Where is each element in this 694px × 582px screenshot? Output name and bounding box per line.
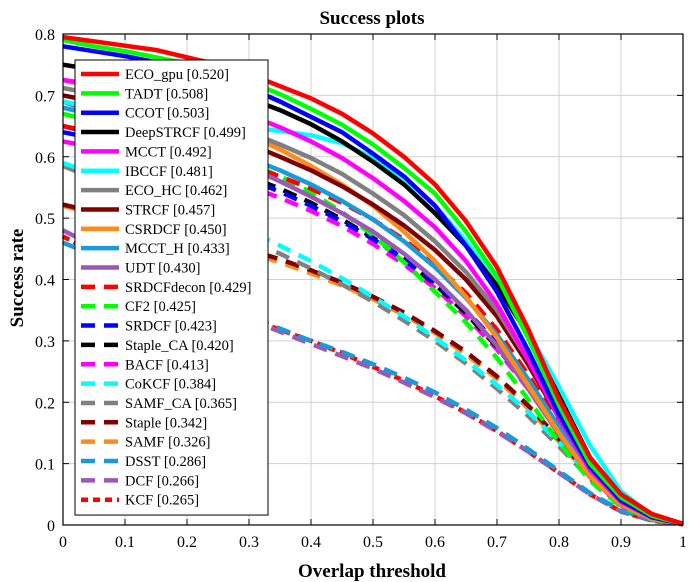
legend-label: CF2 [0.425]	[125, 299, 196, 315]
x-tick-label: 0.1	[115, 534, 135, 551]
legend-label: SAMF [0.326]	[125, 435, 210, 451]
legend-label: ECO_HC [0.462]	[125, 183, 227, 199]
x-tick-label: 1	[679, 534, 687, 551]
series-line-1	[62, 37, 684, 526]
axis-ticks: 0 0.1 0.2 0.3 0.4 0.5 0.6 0.7 0.8 0.9 1 0 0.1 0.2 0.3 0…	[35, 27, 687, 551]
y-tick-label: 0.5	[35, 211, 55, 228]
x-axis-title: Overlap threshold	[298, 561, 446, 582]
x-tick-label: 0.9	[611, 534, 631, 551]
legend-label: TADT [0.508]	[125, 86, 208, 102]
x-tick-label: 0.2	[177, 534, 197, 551]
legend-label: MCCT_H [0.433]	[125, 241, 230, 257]
y-tick-label: 0.2	[35, 395, 55, 412]
y-tick-label: 0.4	[35, 273, 55, 290]
x-tick-label: 0.5	[363, 534, 383, 551]
y-tick-label: 0.7	[35, 88, 55, 105]
legend: ECO_gpu [0.520] TADT [0.508] CCOT [0.503] D…	[74, 59, 269, 516]
series-line-0	[62, 34, 684, 526]
legend-label: DSST [0.286]	[125, 454, 206, 470]
x-tick-label: 0.4	[301, 534, 321, 551]
y-tick-label: 0.3	[35, 334, 55, 351]
series-line-12	[62, 111, 684, 527]
legend-label: MCCT [0.492]	[125, 144, 212, 160]
x-tick-label: 0.3	[239, 534, 259, 551]
y-axis-title: Success rate	[7, 229, 28, 328]
legend-label: STRCF [0.457]	[125, 202, 215, 218]
series-line-20	[62, 240, 684, 527]
legend-label: CSRDCF [0.450]	[125, 222, 227, 238]
x-tick-label: 0.6	[425, 534, 445, 551]
chart-title: Success plots	[319, 8, 424, 29]
legend-label: KCF [0.265]	[125, 493, 199, 509]
legend-label: CoKCF [0.384]	[125, 377, 216, 393]
legend-label: Staple [0.342]	[125, 415, 207, 431]
x-tick-label: 0	[59, 534, 67, 551]
y-tick-label: 0.1	[35, 457, 55, 474]
legend-label: SAMF_CA [0.365]	[125, 396, 237, 412]
legend-label: DeepSTRCF [0.499]	[125, 125, 246, 141]
x-tick-label: 0.8	[549, 534, 569, 551]
legend-label: SRDCFdecon [0.429]	[125, 280, 251, 296]
y-tick-label: 0.8	[35, 27, 55, 44]
legend-label: ECO_gpu [0.520]	[125, 67, 229, 83]
legend-label: DCF [0.266]	[125, 473, 199, 489]
legend-label: BACF [0.413]	[125, 357, 209, 373]
series-line-18	[62, 202, 684, 527]
legend-label: SRDCF [0.423]	[125, 319, 217, 335]
x-tick-label: 0.7	[487, 534, 507, 551]
legend-label: UDT [0.430]	[125, 261, 200, 277]
legend-label: IBCCF [0.481]	[125, 164, 213, 180]
legend-label: Staple_CA [0.420]	[125, 338, 234, 354]
legend-label: CCOT [0.503]	[125, 106, 209, 122]
y-tick-label: 0	[47, 518, 55, 535]
y-tick-label: 0.6	[35, 150, 55, 167]
